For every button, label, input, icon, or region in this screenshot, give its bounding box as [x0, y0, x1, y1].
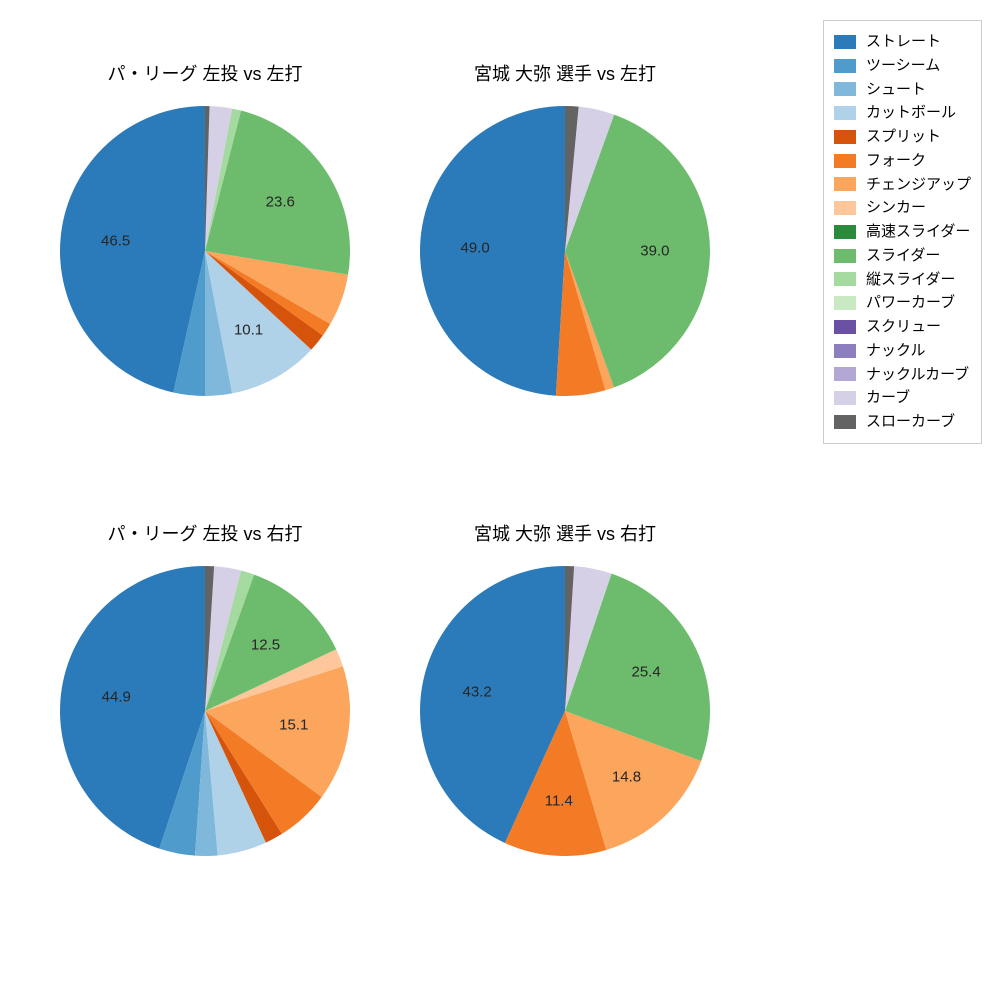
- subplot-title: パ・リーグ 左投 vs 右打: [40, 520, 370, 546]
- pie-chart: 44.9 15.1 12.5: [60, 566, 350, 856]
- legend-label: ストレート: [866, 31, 941, 53]
- legend-item: カーブ: [834, 387, 971, 409]
- legend: ストレートツーシームシュートカットボールスプリットフォークチェンジアップシンカー…: [823, 20, 982, 444]
- legend-item: カットボール: [834, 102, 971, 124]
- slice-label: 46.5: [101, 233, 130, 250]
- legend-swatch: [834, 225, 856, 239]
- legend-item: ナックル: [834, 340, 971, 362]
- subplot-tr: 宮城 大弥 選手 vs 左打 49.0 39.0: [400, 60, 730, 480]
- legend-swatch: [834, 367, 856, 381]
- chart-grid: パ・リーグ 左投 vs 左打 46.5 10.1 23.6 宮城 大弥 選手 vs 左打…: [40, 60, 760, 960]
- legend-swatch: [834, 391, 856, 405]
- slice-label: 23.6: [266, 193, 295, 210]
- legend-item: フォーク: [834, 150, 971, 172]
- legend-item: スクリュー: [834, 316, 971, 338]
- legend-swatch: [834, 106, 856, 120]
- legend-swatch: [834, 415, 856, 429]
- legend-item: スローカーブ: [834, 411, 971, 433]
- legend-label: フォーク: [866, 150, 926, 172]
- legend-item: ツーシーム: [834, 55, 971, 77]
- pie-chart: 43.2 11.4 14.8 25.4: [420, 566, 710, 856]
- legend-swatch: [834, 59, 856, 73]
- legend-swatch: [834, 177, 856, 191]
- legend-swatch: [834, 320, 856, 334]
- legend-swatch: [834, 296, 856, 310]
- pie-slice: [420, 106, 565, 396]
- legend-item: スライダー: [834, 245, 971, 267]
- legend-label: スクリュー: [866, 316, 941, 338]
- legend-item: チェンジアップ: [834, 174, 971, 196]
- subplot-br: 宮城 大弥 選手 vs 右打 43.2 11.4 14.8 25.4: [400, 520, 730, 940]
- legend-label: スプリット: [866, 126, 941, 148]
- legend-swatch: [834, 35, 856, 49]
- legend-swatch: [834, 82, 856, 96]
- slice-label: 12.5: [251, 636, 280, 653]
- slice-label: 15.1: [279, 717, 308, 734]
- legend-label: 高速スライダー: [866, 221, 970, 243]
- legend-item: 高速スライダー: [834, 221, 971, 243]
- subplot-title: 宮城 大弥 選手 vs 左打: [400, 60, 730, 86]
- legend-item: シンカー: [834, 197, 971, 219]
- legend-label: カットボール: [866, 102, 956, 124]
- slice-label: 43.2: [463, 683, 492, 700]
- legend-item: 縦スライダー: [834, 269, 971, 291]
- subplot-title: 宮城 大弥 選手 vs 右打: [400, 520, 730, 546]
- slice-label: 44.9: [102, 688, 131, 705]
- subplot-title: パ・リーグ 左投 vs 左打: [40, 60, 370, 86]
- legend-label: チェンジアップ: [866, 174, 971, 196]
- legend-item: スプリット: [834, 126, 971, 148]
- legend-item: ナックルカーブ: [834, 364, 971, 386]
- legend-item: パワーカーブ: [834, 292, 971, 314]
- legend-swatch: [834, 201, 856, 215]
- legend-swatch: [834, 249, 856, 263]
- legend-swatch: [834, 154, 856, 168]
- slice-label: 39.0: [640, 243, 669, 260]
- legend-label: ツーシーム: [866, 55, 940, 77]
- slice-label: 14.8: [612, 768, 641, 785]
- slice-label: 10.1: [234, 321, 263, 338]
- legend-label: スローカーブ: [866, 411, 955, 433]
- slice-label: 11.4: [545, 792, 573, 809]
- pie-chart: 46.5 10.1 23.6: [60, 106, 350, 396]
- legend-swatch: [834, 344, 856, 358]
- legend-swatch: [834, 272, 856, 286]
- subplot-tl: パ・リーグ 左投 vs 左打 46.5 10.1 23.6: [40, 60, 370, 480]
- legend-item: ストレート: [834, 31, 971, 53]
- legend-label: ナックルカーブ: [866, 364, 969, 386]
- legend-label: シンカー: [866, 197, 926, 219]
- legend-label: パワーカーブ: [866, 292, 955, 314]
- legend-label: 縦スライダー: [866, 269, 955, 291]
- slice-label: 49.0: [461, 240, 490, 257]
- legend-swatch: [834, 130, 856, 144]
- legend-label: スライダー: [866, 245, 940, 267]
- legend-label: ナックル: [866, 340, 926, 362]
- legend-label: カーブ: [866, 387, 910, 409]
- slice-label: 25.4: [631, 664, 660, 681]
- legend-item: シュート: [834, 79, 971, 101]
- subplot-bl: パ・リーグ 左投 vs 右打 44.9 15.1 12.5: [40, 520, 370, 940]
- pie-chart: 49.0 39.0: [420, 106, 710, 396]
- legend-label: シュート: [866, 79, 926, 101]
